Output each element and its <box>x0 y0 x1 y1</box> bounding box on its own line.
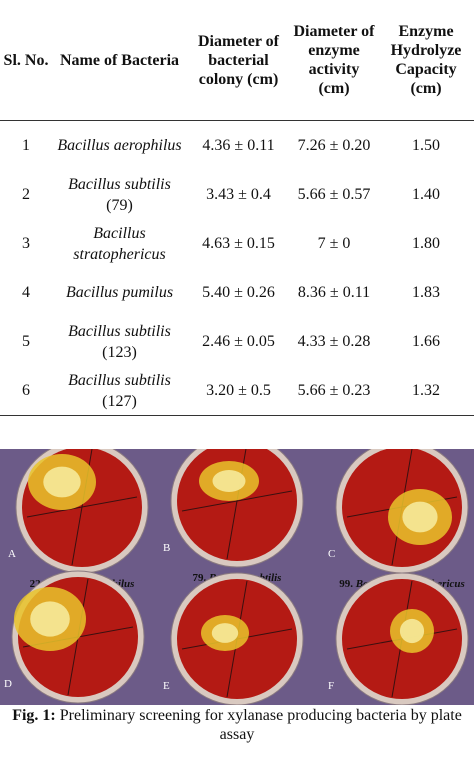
plate: F127. Bacillus subtilis <box>328 572 469 705</box>
bacteria-name: Bacillus aerophilus <box>57 137 182 154</box>
colony <box>211 623 239 643</box>
panel-letter: A <box>8 548 16 560</box>
table-cell: 2 <box>22 186 30 203</box>
plate: C99. Bacillus stratosphericus <box>328 449 469 590</box>
plate: D107. Bacillus pumilus <box>4 570 145 704</box>
colony <box>30 601 70 637</box>
table-cell: 6 <box>0 366 52 416</box>
figure-caption: Fig. 1: Preliminary screening for xylana… <box>0 706 474 744</box>
colony <box>212 470 246 492</box>
table-row: 6 Bacillus subtilis (127) 3.20 ± 0.5 5.66 ±… <box>0 366 474 416</box>
colony <box>402 501 438 533</box>
table-cell: 3 <box>22 235 30 252</box>
table-row: 2 Bacillus subtilis (79) 3.43 ± 0.4 5.66 ± … <box>0 170 474 219</box>
bacteria-name: Bacillus pumilus <box>65 284 174 301</box>
table-cell: 5.66 ± 0.57 <box>297 186 371 203</box>
table-cell: 7.26 ± 0.20 <box>297 137 371 154</box>
header-cell: Sl. No. <box>0 0 52 121</box>
header-cell: Name of Bacteria <box>52 0 187 121</box>
strain-id: 79. <box>193 572 207 584</box>
panel-letter: C <box>328 548 335 560</box>
header-row: Sl. No. Name of Bacteria Diameter of bacte… <box>0 0 474 121</box>
table-cell: 3.20 ± 0.5 <box>187 366 290 416</box>
strain-number: (123) <box>102 343 137 361</box>
table-cell: 4.33 ± 0.28 <box>297 333 371 350</box>
table-cell: 1.32 <box>378 366 474 416</box>
bacteria-name: Bacillus subtilis <box>68 322 171 340</box>
panel-letter: F <box>328 680 334 692</box>
table-cell: 7 ± 0 <box>317 235 351 252</box>
table-cell: 5.40 ± 0.26 <box>202 284 275 301</box>
table-cell: 4.36 ± 0.11 <box>202 137 275 154</box>
table-cell: 1.83 <box>412 284 440 301</box>
bacteria-cell: Bacillus subtilis (123) <box>52 317 187 366</box>
plate: A22. Bacillus aerophilus <box>8 449 149 590</box>
bacteria-name: Bacillus stratophericus <box>73 224 166 263</box>
panel-letter: E <box>163 680 170 692</box>
table-cell: 1.80 <box>412 235 440 252</box>
table-body: 1 Bacillus aerophilus 4.36 ± 0.11 7.26 ± 0.… <box>0 121 474 416</box>
strain-number: (79) <box>106 196 133 214</box>
bacteria-cell: Bacillus pumilus <box>52 268 187 317</box>
bacteria-cell: Bacillus aerophilus <box>52 121 187 171</box>
table-cell: 4.63 ± 0.15 <box>202 235 275 252</box>
panel-letter: B <box>163 542 170 554</box>
table-cell: 2.46 ± 0.05 <box>202 333 275 350</box>
table-row: 1 Bacillus aerophilus 4.36 ± 0.11 7.26 ± 0.… <box>0 121 474 171</box>
bacteria-name: Bacillus subtilis <box>68 371 171 389</box>
plate-line <box>226 449 247 560</box>
table-row: 4 Bacillus pumilus 5.40 ± 0.26 8.36 ± 0.11 1… <box>0 268 474 317</box>
table-cell: 1 <box>22 137 30 154</box>
bacteria-cell: Bacillus subtilis (79) <box>52 170 187 219</box>
plate: E123. Bacillus subtilis <box>163 572 304 705</box>
table-cell: 8.36 ± 0.11 <box>297 284 371 301</box>
bacteria-name: Bacillus subtilis <box>68 175 171 193</box>
caption-text: Preliminary screening for xylanase produ… <box>59 707 462 743</box>
table-cell: 3.43 ± 0.4 <box>206 186 271 203</box>
strain-number: (127) <box>102 392 137 410</box>
table-row: 3 Bacillus stratophericus 4.63 ± 0.15 7 ± 0… <box>0 219 474 268</box>
plate-figure: A22. Bacillus aerophilusB79. Bacillus su… <box>0 449 474 705</box>
table-row: 5 Bacillus subtilis (123) 2.46 ± 0.05 4.33 … <box>0 317 474 366</box>
caption-label: Fig. 1: <box>12 707 56 724</box>
colony <box>43 466 81 498</box>
header-cell: Diameter of enzyme activity (cm) <box>290 0 378 121</box>
colony <box>399 618 425 644</box>
results-table: Sl. No. Name of Bacteria Diameter of bacte… <box>0 0 474 416</box>
table-cell: 4 <box>22 284 30 301</box>
table-cell: 5 <box>22 333 30 350</box>
table-cell: 1.50 <box>412 137 440 154</box>
strain-id: 99. <box>339 578 353 590</box>
table-cell: 5.66 ± 0.23 <box>290 366 378 416</box>
bacteria-cell: Bacillus stratophericus <box>52 219 187 268</box>
plate: B79. Bacillus subtilis <box>163 449 304 584</box>
header-cell: Diameter of bacterial colony (cm) <box>187 0 290 121</box>
table-cell: 1.40 <box>412 186 440 203</box>
panel-letter: D <box>4 678 12 690</box>
table-cell: 1.66 <box>412 333 440 350</box>
header-cell: Enzyme Hydrolyze Capacity (cm) <box>378 0 474 121</box>
bacteria-cell: Bacillus subtilis (127) <box>52 366 187 416</box>
